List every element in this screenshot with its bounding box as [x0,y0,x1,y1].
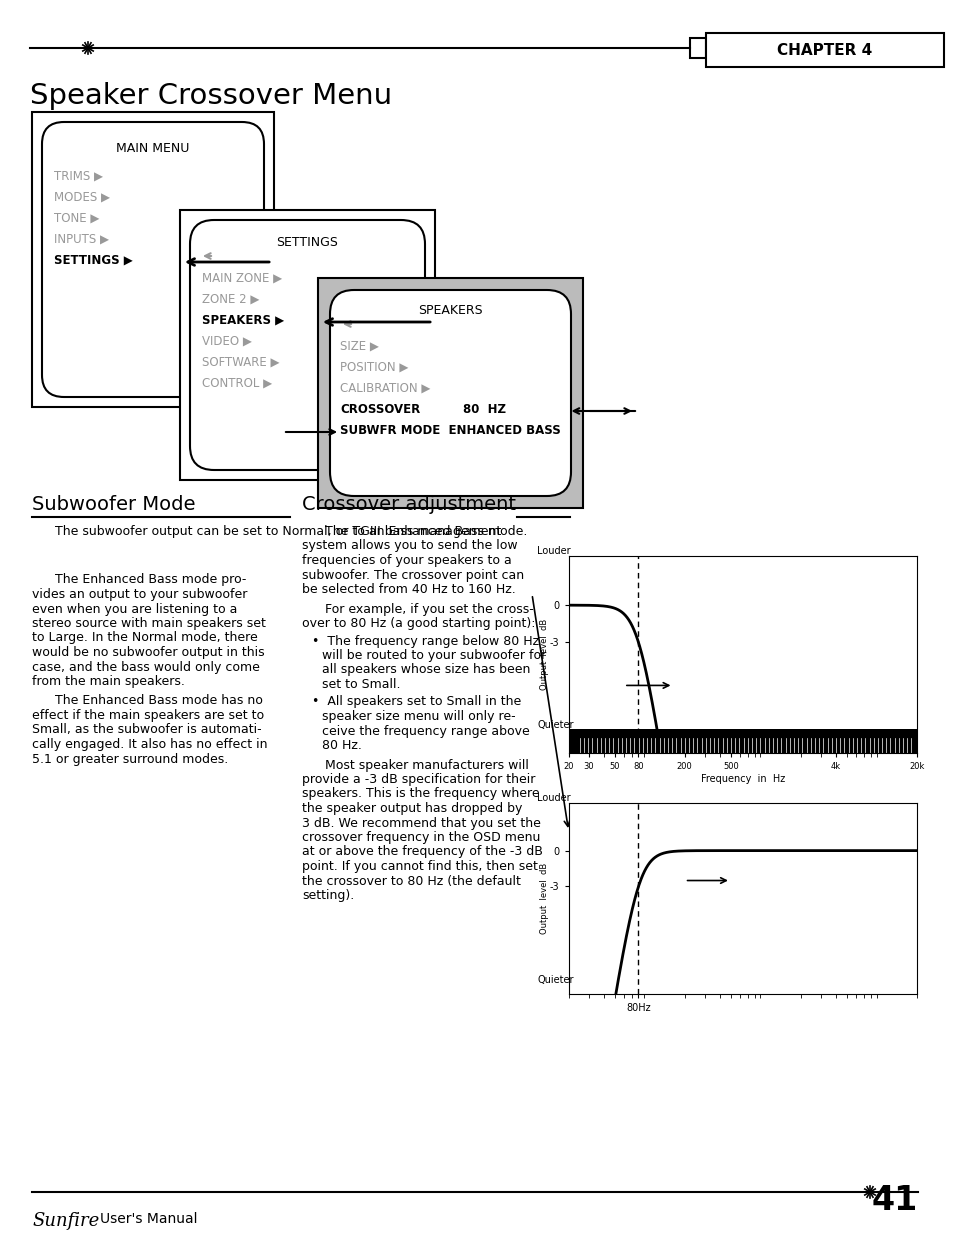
Text: MAIN MENU: MAIN MENU [116,142,190,156]
Text: over to 80 Hz (a good starting point):: over to 80 Hz (a good starting point): [302,618,535,630]
Bar [32,112,274,408]
Text: INPUTS ▶: INPUTS ▶ [54,233,109,246]
Text: the speaker output has dropped by: the speaker output has dropped by [302,802,522,815]
Text: ZONE 2 ▶: ZONE 2 ▶ [202,293,259,306]
Text: be selected from 40 Hz to 160 Hz.: be selected from 40 Hz to 160 Hz. [302,583,516,597]
Text: effect if the main speakers are set to: effect if the main speakers are set to [32,709,264,722]
Bar [689,38,705,58]
Text: would be no subwoofer output in this: would be no subwoofer output in this [32,646,264,659]
Text: SUBWFR MODE  ENHANCED BASS: SUBWFR MODE ENHANCED BASS [339,424,560,437]
Text: •  The frequency range below 80 Hz: • The frequency range below 80 Hz [312,635,538,647]
Text: cally engaged. It also has no effect in: cally engaged. It also has no effect in [32,739,267,751]
Text: 5.1 or greater surround modes.: 5.1 or greater surround modes. [32,752,228,766]
Text: ceive the frequency range above: ceive the frequency range above [322,725,529,737]
Text: Small, as the subwoofer is automati-: Small, as the subwoofer is automati- [32,724,261,736]
Text: speaker size menu will only re-: speaker size menu will only re- [322,710,515,722]
Text: For example, if you set the cross-: For example, if you set the cross- [325,603,533,615]
FancyBboxPatch shape [190,220,424,471]
Y-axis label: Output  level  dB: Output level dB [539,619,548,690]
Bar [705,33,943,67]
Text: User's Manual: User's Manual [100,1212,197,1226]
Text: all speakers whose size has been: all speakers whose size has been [322,663,530,677]
Text: Subwoofer Mode: Subwoofer Mode [32,495,195,514]
Text: provide a -3 dB specification for their: provide a -3 dB specification for their [302,773,535,785]
Text: Sunfire: Sunfire [32,1212,99,1230]
Text: even when you are listening to a: even when you are listening to a [32,603,237,615]
Text: Quieter: Quieter [537,974,573,984]
FancyBboxPatch shape [330,290,571,496]
Text: 41: 41 [871,1184,917,1216]
Bar [317,278,582,508]
Text: vides an output to your subwoofer: vides an output to your subwoofer [32,588,247,601]
Text: frequencies of your speakers to a: frequencies of your speakers to a [302,555,511,567]
Text: stereo source with main speakers set: stereo source with main speakers set [32,618,266,630]
Bar [180,210,435,480]
Text: from the main speakers.: from the main speakers. [32,676,185,688]
Text: The TGIII bass management: The TGIII bass management [325,525,500,538]
Text: 80  HZ: 80 HZ [462,403,505,416]
FancyBboxPatch shape [42,122,264,396]
Text: The Enhanced Bass mode pro-: The Enhanced Bass mode pro- [55,573,246,587]
Text: TONE ▶: TONE ▶ [54,212,99,225]
X-axis label: Frequency  in  Hz: Frequency in Hz [700,774,784,784]
Text: •  All speakers set to Small in the: • All speakers set to Small in the [312,695,520,709]
Text: speakers. This is the frequency where: speakers. This is the frequency where [302,788,539,800]
Text: case, and the bass would only come: case, and the bass would only come [32,661,259,673]
Text: Speaker Crossover Menu: Speaker Crossover Menu [30,82,392,110]
Text: SPEAKERS ▶: SPEAKERS ▶ [202,314,284,327]
Text: MAIN ZONE ▶: MAIN ZONE ▶ [202,272,282,285]
Text: Most speaker manufacturers will: Most speaker manufacturers will [325,758,528,772]
Text: at or above the frequency of the -3 dB: at or above the frequency of the -3 dB [302,846,542,858]
Text: CALIBRATION ▶: CALIBRATION ▶ [339,382,430,395]
Text: point. If you cannot find this, then set: point. If you cannot find this, then set [302,860,537,873]
Text: SOFTWARE ▶: SOFTWARE ▶ [202,356,279,369]
Text: Crossover adjustment: Crossover adjustment [302,495,516,514]
Text: Louder: Louder [537,793,570,803]
Text: VIDEO ▶: VIDEO ▶ [202,335,252,348]
Text: will be routed to your subwoofer for: will be routed to your subwoofer for [322,650,546,662]
Text: the crossover to 80 Hz (the default: the crossover to 80 Hz (the default [302,874,520,888]
Text: The Enhanced Bass mode has no: The Enhanced Bass mode has no [55,694,263,708]
Text: The subwoofer output can be set to Normal, or to an Enhanced Bass mode.: The subwoofer output can be set to Norma… [55,525,527,538]
Text: crossover frequency in the OSD menu: crossover frequency in the OSD menu [302,831,539,844]
Text: set to Small.: set to Small. [322,678,400,692]
Y-axis label: Output  level  dB: Output level dB [539,863,548,934]
Text: POSITION ▶: POSITION ▶ [339,361,408,374]
Text: system allows you to send the low: system allows you to send the low [302,540,517,552]
Text: subwoofer. The crossover point can: subwoofer. The crossover point can [302,568,523,582]
Text: SIZE ▶: SIZE ▶ [339,340,378,353]
Text: 3 dB. We recommend that you set the: 3 dB. We recommend that you set the [302,816,540,830]
Text: TRIMS ▶: TRIMS ▶ [54,170,103,183]
Text: CONTROL ▶: CONTROL ▶ [202,377,272,390]
Text: SETTINGS: SETTINGS [275,236,337,249]
Text: to Large. In the Normal mode, there: to Large. In the Normal mode, there [32,631,257,645]
Text: setting).: setting). [302,889,354,902]
Text: Quieter: Quieter [537,720,573,730]
Bar [568,729,916,753]
Text: CHAPTER 4: CHAPTER 4 [777,43,872,58]
Text: MODES ▶: MODES ▶ [54,191,110,204]
Text: Louder: Louder [537,546,570,556]
Text: CROSSOVER: CROSSOVER [339,403,420,416]
Text: SPEAKERS: SPEAKERS [417,304,482,317]
Text: 80 Hz.: 80 Hz. [322,739,361,752]
Text: SETTINGS ▶: SETTINGS ▶ [54,254,132,267]
